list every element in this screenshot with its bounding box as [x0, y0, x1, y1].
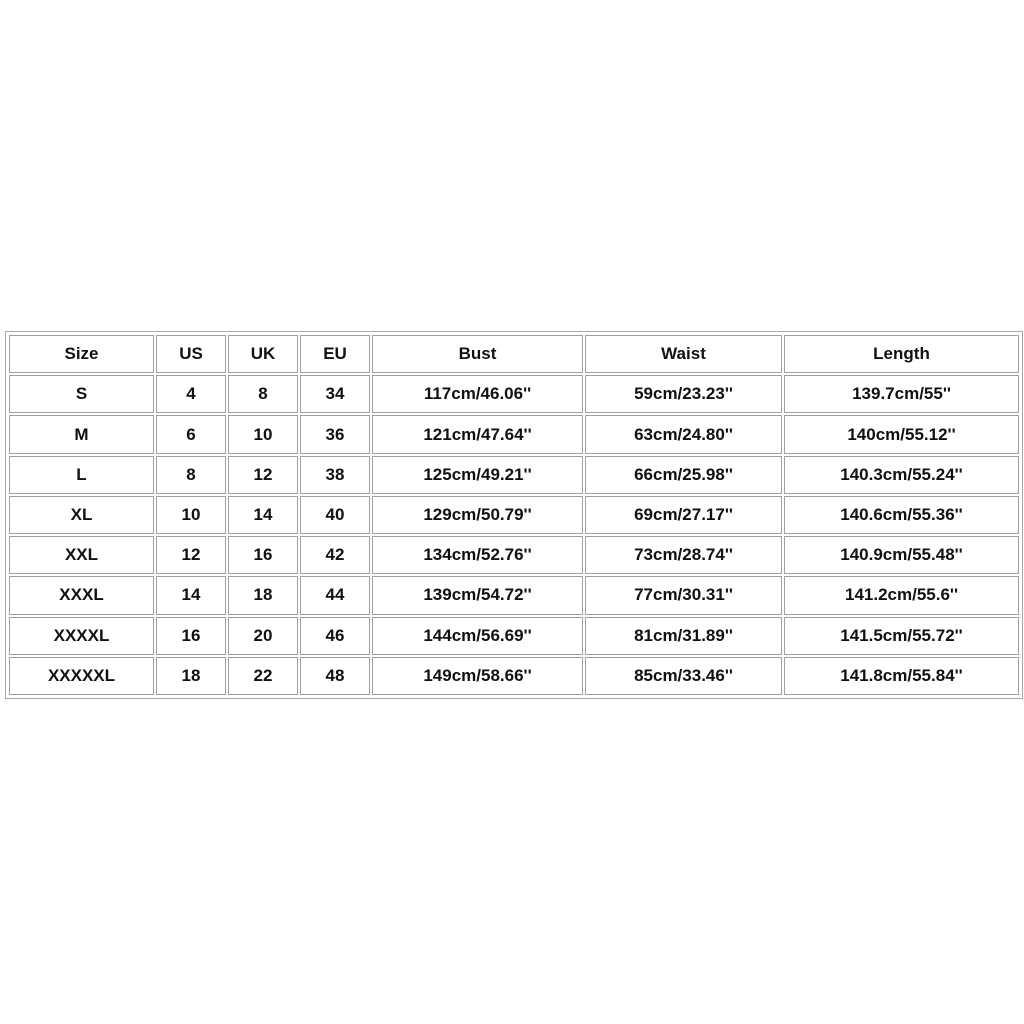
- cell: 16: [228, 536, 298, 575]
- data-row: L 8 12 38 125cm/49.21'' 66cm/25.98'' 140.3cm/5…: [9, 455, 1019, 494]
- cell: 129cm/50.79'': [372, 495, 583, 535]
- cell: 59cm/23.23'': [585, 375, 782, 414]
- cell: 140.6cm/55.36'': [784, 495, 1019, 535]
- cell: 140.3cm/55.24'': [784, 455, 1019, 494]
- cell: 10: [228, 415, 298, 454]
- cell: 48: [300, 656, 370, 695]
- cell: 81cm/31.89'': [585, 616, 782, 655]
- header-cell: Size: [9, 335, 154, 374]
- cell: 14: [228, 495, 298, 535]
- cell: 46: [300, 616, 370, 655]
- cell: 144cm/56.69'': [372, 616, 583, 655]
- cell: 139cm/54.72'': [372, 576, 583, 615]
- cell: 141.8cm/55.84'': [784, 656, 1019, 695]
- cell: 12: [228, 455, 298, 494]
- cell: 77cm/30.31'': [585, 576, 782, 615]
- cell: 8: [228, 375, 298, 414]
- cell: 140cm/55.12'': [784, 415, 1019, 454]
- cell: 149cm/58.66'': [372, 656, 583, 695]
- cell: 44: [300, 576, 370, 615]
- size-table: Size US UK EU Bust Waist Length S 4 8 34 117cm/46.0…: [5, 331, 1023, 699]
- cell: 117cm/46.06'': [372, 375, 583, 414]
- header-cell: Bust: [372, 335, 583, 374]
- cell: 73cm/28.74'': [585, 536, 782, 575]
- cell: XXXXL: [9, 616, 154, 655]
- header-cell: Length: [784, 335, 1019, 374]
- cell: S: [9, 375, 154, 414]
- cell: 38: [300, 455, 370, 494]
- data-row: XXL 12 16 42 134cm/52.76'' 73cm/28.74'' 140.9c…: [9, 536, 1019, 575]
- cell: 14: [156, 576, 226, 615]
- cell: 36: [300, 415, 370, 454]
- table-body: Size US UK EU Bust Waist Length S 4 8 34 117cm/46.0…: [9, 335, 1019, 695]
- data-row: M 6 10 36 121cm/47.64'' 63cm/24.80'' 140cm/55.…: [9, 415, 1019, 454]
- cell: 69cm/27.17'': [585, 495, 782, 535]
- cell: 125cm/49.21'': [372, 455, 583, 494]
- header-cell: US: [156, 335, 226, 374]
- cell: XXXXXL: [9, 656, 154, 695]
- header-cell: UK: [228, 335, 298, 374]
- cell: 18: [228, 576, 298, 615]
- header-row: Size US UK EU Bust Waist Length: [9, 335, 1019, 374]
- cell: 66cm/25.98'': [585, 455, 782, 494]
- cell: 140.9cm/55.48'': [784, 536, 1019, 575]
- data-row: XL 10 14 40 129cm/50.79'' 69cm/27.17'' 140.6cm…: [9, 495, 1019, 535]
- cell: XL: [9, 495, 154, 535]
- cell: 63cm/24.80'': [585, 415, 782, 454]
- data-row: XXXL 14 18 44 139cm/54.72'' 77cm/30.31'' 141.2…: [9, 576, 1019, 615]
- cell: 42: [300, 536, 370, 575]
- cell: XXL: [9, 536, 154, 575]
- cell: L: [9, 455, 154, 494]
- header-cell: EU: [300, 335, 370, 374]
- cell: M: [9, 415, 154, 454]
- cell: 6: [156, 415, 226, 454]
- cell: 40: [300, 495, 370, 535]
- cell: 10: [156, 495, 226, 535]
- header-cell: Waist: [585, 335, 782, 374]
- cell: 8: [156, 455, 226, 494]
- cell: 20: [228, 616, 298, 655]
- cell: 18: [156, 656, 226, 695]
- cell: 141.5cm/55.72'': [784, 616, 1019, 655]
- data-row: XXXXL 16 20 46 144cm/56.69'' 81cm/31.89'' 141.…: [9, 616, 1019, 655]
- cell: 22: [228, 656, 298, 695]
- cell: 139.7cm/55'': [784, 375, 1019, 414]
- cell: 34: [300, 375, 370, 414]
- cell: 16: [156, 616, 226, 655]
- cell: 4: [156, 375, 226, 414]
- cell: 141.2cm/55.6'': [784, 576, 1019, 615]
- cell: 121cm/47.64'': [372, 415, 583, 454]
- cell: 85cm/33.46'': [585, 656, 782, 695]
- cell: 12: [156, 536, 226, 575]
- data-row: S 4 8 34 117cm/46.06'' 59cm/23.23'' 139.7cm/55…: [9, 375, 1019, 414]
- data-row: XXXXXL 18 22 48 149cm/58.66'' 85cm/33.46'' 141…: [9, 656, 1019, 695]
- cell: XXXL: [9, 576, 154, 615]
- cell: 134cm/52.76'': [372, 536, 583, 575]
